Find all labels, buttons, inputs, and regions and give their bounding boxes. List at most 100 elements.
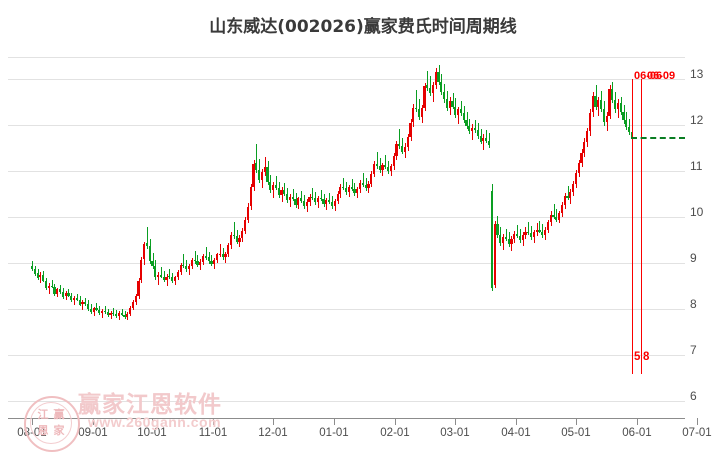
candle-wick [536, 223, 538, 237]
candle-body [280, 190, 283, 195]
candle-body [504, 237, 507, 239]
candle-body [524, 231, 527, 236]
candle-body [445, 99, 449, 109]
candle-body [569, 192, 572, 198]
candle-body [330, 202, 334, 206]
candle-body [546, 222, 549, 230]
gridline [8, 308, 685, 310]
candle-wick [113, 307, 115, 317]
candle-body [426, 85, 429, 89]
candle-body [465, 120, 468, 126]
candle-body [221, 253, 224, 258]
x-axis-tick-mark [697, 418, 698, 425]
candle-body [412, 107, 415, 123]
fib-line-date-label: 06-09 [647, 70, 676, 82]
candle-wick [326, 197, 328, 211]
candle-body [594, 95, 597, 107]
candle-body [154, 266, 157, 278]
x-axis-tick-label: 08-01 [17, 427, 47, 439]
candle-body [490, 191, 493, 288]
candle-body [420, 107, 423, 117]
candle-body [243, 219, 247, 231]
candle-body [434, 71, 437, 85]
candle-body [454, 106, 457, 115]
candle-wick [102, 309, 104, 318]
candle-body [322, 199, 325, 204]
candle-body [485, 137, 488, 141]
candle-body [288, 196, 292, 201]
candle-wick [553, 203, 555, 219]
candle-body [384, 165, 387, 168]
candle-body [258, 169, 261, 181]
candle-body [597, 100, 600, 107]
candle-body [72, 298, 76, 301]
y-axis-tick-label: 7 [690, 342, 697, 357]
candle-body [190, 260, 193, 267]
candle-body [527, 231, 530, 234]
y-axis-tick-label: 9 [690, 250, 697, 265]
x-axis-tick-mark [213, 418, 214, 425]
candle-body [185, 265, 188, 270]
candle-body [431, 85, 435, 93]
candle-wick [567, 185, 569, 201]
candle-wick [219, 244, 221, 258]
candle-body [336, 193, 339, 202]
candle-wick [629, 118, 631, 136]
candle-wick [146, 226, 148, 249]
candle-body [193, 260, 196, 262]
candle-body [535, 229, 538, 233]
candle-body [353, 189, 356, 193]
candle-body [171, 277, 174, 282]
candle-body [529, 233, 533, 238]
candle-body [33, 268, 36, 274]
candle-wick [51, 280, 53, 289]
candle-body [328, 200, 331, 203]
x-axis-tick-mark [637, 418, 638, 425]
candle-body [493, 224, 496, 285]
candle-body [235, 236, 238, 242]
candle-body [440, 81, 443, 92]
candle-body [215, 254, 219, 261]
candle-body [364, 184, 367, 189]
candle-body [75, 297, 78, 300]
candle-body [199, 261, 202, 265]
candle-body [277, 188, 280, 195]
candle-body [168, 276, 171, 278]
candle-body [378, 166, 381, 170]
page-title: 山东威达(002026)赢家费氏时间周期线 [209, 17, 517, 37]
candle-body [115, 314, 118, 317]
gridline [8, 125, 685, 126]
candle-body [532, 232, 535, 238]
candle-wick [256, 144, 258, 173]
candle-wick [458, 106, 460, 125]
x-axis-tick-label: 10-01 [137, 427, 167, 439]
candle-wick [351, 179, 353, 192]
plot-area[interactable] [8, 57, 685, 418]
x-axis-tick-label: 07-01 [682, 427, 712, 439]
candle-body [224, 254, 227, 258]
candle-wick [281, 187, 283, 203]
candle-body [129, 307, 132, 314]
candle-wick [124, 310, 126, 319]
x-axis-tick-mark [395, 418, 396, 425]
candle-body [311, 196, 314, 199]
candle-body [305, 202, 308, 206]
candle-body [78, 299, 81, 305]
candle-body [588, 113, 592, 132]
candle-wick [528, 222, 530, 236]
candle-wick [284, 182, 286, 196]
candle-body [448, 101, 451, 109]
x-axis-tick-label: 04-01 [501, 427, 531, 439]
candle-body [501, 237, 505, 243]
candle-wick [163, 271, 165, 283]
candle-wick [452, 92, 454, 110]
candle-body [386, 167, 390, 171]
candle-body [375, 163, 378, 167]
candle-wick [76, 293, 78, 302]
fib-time-line [632, 79, 634, 374]
candle-body [95, 308, 98, 311]
candle-body [583, 142, 586, 153]
candle-body [204, 256, 207, 258]
candle-wick [402, 137, 404, 155]
